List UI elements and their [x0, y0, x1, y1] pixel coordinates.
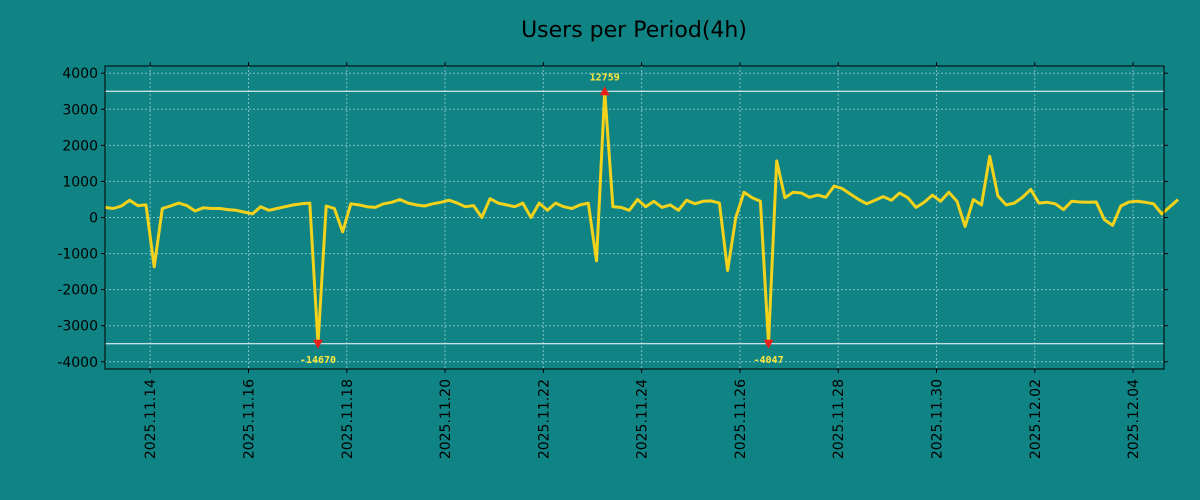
- y-tick-label: -1000: [57, 247, 98, 263]
- y-tick-label: 4000: [62, 66, 98, 82]
- y-tick-label: 2000: [62, 138, 98, 154]
- grid-lines: [105, 66, 1164, 369]
- y-tick-label: 1000: [62, 174, 98, 190]
- y-tick-label: 3000: [62, 102, 98, 118]
- x-tick-label: 2025.11.22: [536, 379, 552, 459]
- x-tick-label: 2025.11.18: [340, 379, 356, 459]
- x-tick-label: 2025.11.16: [241, 379, 257, 459]
- x-tick-label: 2025.11.28: [831, 379, 847, 459]
- x-tick-label: 2025.11.20: [438, 379, 454, 459]
- y-tick-label: 0: [89, 211, 98, 227]
- annotation-markers: 12759 -14670 -4047: [300, 72, 784, 366]
- x-tick-label: 2025.12.04: [1126, 379, 1142, 459]
- y-tick-label: -2000: [57, 283, 98, 299]
- peak-marker-down-triangle: [312, 339, 323, 349]
- chart-title: Users per Period(4h): [521, 18, 747, 43]
- y-tick-label: -4000: [57, 355, 98, 371]
- peak-annotation-label: -4047: [753, 355, 783, 366]
- series-line-users: [104, 89, 1180, 346]
- x-tick-label: 2025.11.26: [733, 379, 749, 459]
- x-axis: 2025.11.14 2025.11.16 2025.11.18 2025.11.20…: [143, 62, 1142, 459]
- x-tick-label: 2025.11.14: [143, 379, 159, 459]
- x-tick-label: 2025.11.30: [929, 379, 945, 459]
- peak-marker-down-triangle: [763, 339, 774, 349]
- y-axis: 4000 3000 2000 1000 0 -1000 -2000 -3000 -4000: [57, 66, 1168, 371]
- peak-marker-up-triangle: [599, 86, 610, 96]
- y-tick-label: -3000: [57, 319, 98, 335]
- series-layer: [104, 89, 1180, 346]
- peak-annotation-label: 12759: [590, 72, 620, 83]
- clip-lines: [105, 90, 1164, 345]
- x-tick-label: 2025.11.24: [635, 379, 651, 459]
- peak-annotation-label: -14670: [300, 355, 336, 366]
- x-tick-label: 2025.12.02: [1028, 379, 1044, 459]
